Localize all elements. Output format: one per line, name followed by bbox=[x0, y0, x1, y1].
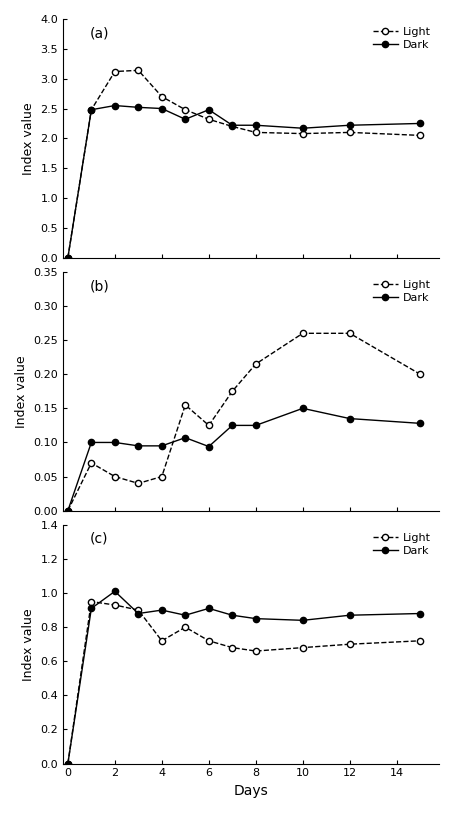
Line: Dark: Dark bbox=[65, 102, 423, 261]
Light bbox=[65, 506, 70, 515]
Dark bbox=[418, 119, 423, 128]
Light bbox=[300, 643, 306, 653]
Dark bbox=[347, 120, 352, 130]
Dark bbox=[112, 437, 118, 447]
Light bbox=[159, 636, 164, 646]
Dark bbox=[89, 105, 94, 115]
Light bbox=[347, 639, 352, 649]
Light bbox=[206, 115, 212, 124]
Light bbox=[253, 646, 258, 656]
Dark bbox=[230, 120, 235, 130]
Dark bbox=[65, 253, 70, 263]
Light bbox=[183, 105, 188, 115]
Light bbox=[136, 605, 141, 615]
Light bbox=[253, 359, 258, 369]
Light bbox=[112, 67, 118, 76]
Dark bbox=[65, 759, 70, 768]
Dark bbox=[253, 120, 258, 130]
Dark bbox=[418, 609, 423, 619]
Text: (a): (a) bbox=[89, 26, 109, 40]
Dark bbox=[183, 433, 188, 442]
Line: Light: Light bbox=[65, 598, 423, 767]
Line: Light: Light bbox=[65, 67, 423, 261]
Light bbox=[418, 369, 423, 379]
Light bbox=[136, 66, 141, 76]
Text: (c): (c) bbox=[89, 532, 108, 546]
Dark bbox=[300, 403, 306, 413]
Light bbox=[159, 472, 164, 481]
Dark bbox=[136, 102, 141, 112]
Dark bbox=[112, 586, 118, 596]
Dark bbox=[65, 506, 70, 515]
Y-axis label: Index value: Index value bbox=[22, 608, 35, 680]
Light bbox=[230, 386, 235, 396]
Dark bbox=[206, 105, 212, 115]
Light bbox=[89, 458, 94, 467]
Light bbox=[230, 122, 235, 132]
Dark bbox=[206, 603, 212, 613]
Dark bbox=[206, 441, 212, 451]
Dark bbox=[418, 419, 423, 428]
Dark bbox=[300, 124, 306, 133]
Light bbox=[418, 131, 423, 141]
Dark bbox=[159, 103, 164, 113]
Light bbox=[159, 92, 164, 102]
Dark bbox=[112, 101, 118, 111]
Dark bbox=[347, 611, 352, 620]
Light bbox=[183, 400, 188, 410]
Dark bbox=[253, 614, 258, 624]
Light bbox=[300, 128, 306, 138]
Dark bbox=[159, 605, 164, 615]
Light bbox=[89, 105, 94, 115]
Light bbox=[230, 643, 235, 653]
Y-axis label: Index value: Index value bbox=[22, 102, 35, 175]
Dark bbox=[230, 611, 235, 620]
X-axis label: Days: Days bbox=[234, 784, 268, 798]
Light bbox=[65, 253, 70, 263]
Dark bbox=[230, 420, 235, 430]
Light bbox=[300, 328, 306, 338]
Light bbox=[253, 128, 258, 137]
Dark bbox=[89, 603, 94, 613]
Y-axis label: Index value: Index value bbox=[15, 355, 28, 428]
Dark bbox=[136, 609, 141, 619]
Dark bbox=[183, 611, 188, 620]
Light bbox=[65, 759, 70, 768]
Light bbox=[112, 600, 118, 610]
Light bbox=[183, 622, 188, 632]
Light bbox=[206, 420, 212, 430]
Dark bbox=[253, 420, 258, 430]
Light bbox=[206, 636, 212, 646]
Dark bbox=[183, 115, 188, 124]
Dark bbox=[347, 414, 352, 424]
Legend: Light, Dark: Light, Dark bbox=[371, 24, 434, 52]
Legend: Light, Dark: Light, Dark bbox=[371, 530, 434, 559]
Line: Dark: Dark bbox=[65, 589, 423, 767]
Text: (b): (b) bbox=[89, 279, 109, 293]
Light bbox=[112, 472, 118, 481]
Dark bbox=[159, 441, 164, 450]
Light bbox=[347, 328, 352, 338]
Light bbox=[89, 597, 94, 606]
Light bbox=[347, 128, 352, 137]
Line: Dark: Dark bbox=[65, 405, 423, 514]
Dark bbox=[136, 441, 141, 450]
Dark bbox=[300, 615, 306, 625]
Line: Light: Light bbox=[65, 330, 423, 514]
Light bbox=[418, 636, 423, 646]
Dark bbox=[89, 437, 94, 447]
Light bbox=[136, 479, 141, 489]
Legend: Light, Dark: Light, Dark bbox=[371, 277, 434, 305]
